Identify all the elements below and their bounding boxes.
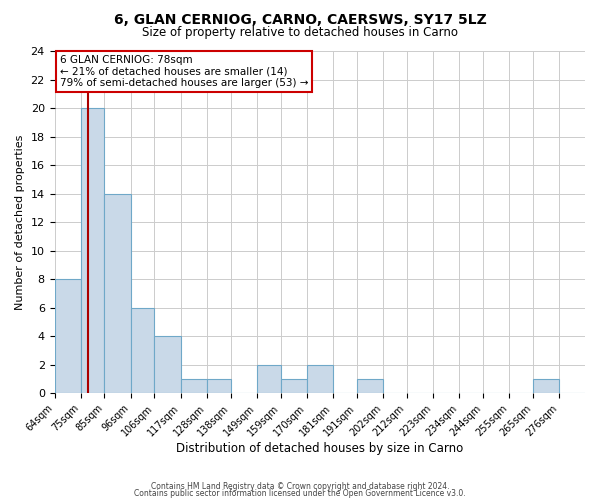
- Bar: [533, 379, 559, 393]
- Bar: [104, 194, 131, 393]
- Bar: [181, 379, 207, 393]
- Bar: [131, 308, 154, 393]
- Bar: [281, 379, 307, 393]
- Bar: [307, 364, 333, 393]
- X-axis label: Distribution of detached houses by size in Carno: Distribution of detached houses by size …: [176, 442, 463, 455]
- Bar: [356, 379, 383, 393]
- Text: Size of property relative to detached houses in Carno: Size of property relative to detached ho…: [142, 26, 458, 39]
- Bar: [80, 108, 104, 393]
- Text: Contains public sector information licensed under the Open Government Licence v3: Contains public sector information licen…: [134, 489, 466, 498]
- Bar: [207, 379, 230, 393]
- Bar: [257, 364, 281, 393]
- Text: 6 GLAN CERNIOG: 78sqm
← 21% of detached houses are smaller (14)
79% of semi-deta: 6 GLAN CERNIOG: 78sqm ← 21% of detached …: [60, 55, 308, 88]
- Text: 6, GLAN CERNIOG, CARNO, CAERSWS, SY17 5LZ: 6, GLAN CERNIOG, CARNO, CAERSWS, SY17 5L…: [113, 12, 487, 26]
- Text: Contains HM Land Registry data © Crown copyright and database right 2024.: Contains HM Land Registry data © Crown c…: [151, 482, 449, 491]
- Bar: [55, 279, 80, 393]
- Bar: [154, 336, 181, 393]
- Y-axis label: Number of detached properties: Number of detached properties: [15, 134, 25, 310]
